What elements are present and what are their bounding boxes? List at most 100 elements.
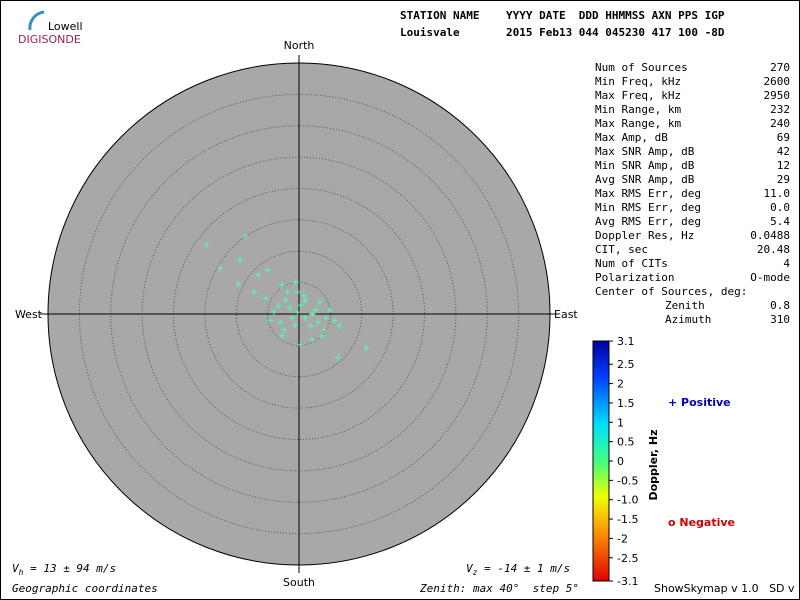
vz-symbol: V (466, 562, 474, 575)
source-point (292, 322, 299, 329)
colorbar-tick-label: -1.0 (617, 494, 638, 507)
source-point (331, 317, 338, 324)
stat-label: Doppler Res, Hz (595, 229, 694, 242)
stat-label: Max RMS Err, deg (595, 187, 701, 200)
logo-arc (28, 10, 45, 31)
source-point (312, 307, 319, 314)
stat-value: 310 (770, 313, 790, 326)
source-point (267, 317, 274, 324)
stat-value: 0.8 (770, 299, 790, 312)
source-point (319, 332, 326, 339)
source-point (363, 344, 370, 351)
footer-zenith: Zenith: max 40° step 5° (419, 582, 579, 595)
source-point (302, 314, 309, 321)
stat-value: 12 (777, 159, 790, 172)
source-point (292, 278, 299, 285)
colorbar-tick-label: 0.5 (617, 436, 635, 449)
stat-label: Min RMS Err, deg (595, 201, 701, 214)
colorbar-label: Doppler, Hz (647, 429, 660, 500)
colorbar-tick-label: 3.1 (617, 335, 635, 348)
direction-north: North (284, 39, 315, 52)
colorbar-tick-label: -0.5 (617, 474, 638, 487)
stat-label: Max Freq, kHz (595, 89, 681, 102)
stat-value: 232 (770, 103, 790, 116)
stat-label: Num of CITs (595, 257, 668, 270)
source-point (297, 341, 304, 348)
source-point (307, 322, 314, 329)
stat-value: 42 (777, 145, 790, 158)
source-point (277, 319, 284, 326)
source-point (282, 297, 289, 304)
source-point (297, 302, 304, 309)
stat-label: Min Freq, kHz (595, 75, 681, 88)
stat-label: Zenith (665, 299, 705, 312)
stat-label: Polarization (595, 271, 674, 284)
source-point (237, 257, 244, 264)
colorbar-tick-label: -2.5 (617, 552, 638, 565)
stat-value: 5.4 (770, 215, 790, 228)
source-point (242, 233, 249, 240)
stat-value: 2600 (764, 75, 791, 88)
vz-text: = -14 ± 1 m/s (477, 562, 570, 575)
direction-west: West (15, 308, 43, 321)
colorbar-tick-label: 2.5 (617, 358, 635, 371)
source-point (262, 295, 269, 302)
source-point (255, 272, 262, 279)
source-point (235, 280, 242, 287)
vh: Vh = 13 ± 94 m/s (12, 562, 116, 577)
header-line: STATION NAME YYYY DATE DDD HHMMSS AXN PP… (400, 9, 725, 22)
source-point (309, 336, 316, 343)
source-point (284, 289, 291, 296)
colorbar-tick-label: -3.1 (617, 575, 638, 588)
source-point (294, 289, 301, 296)
source-point (294, 309, 301, 316)
source-point (250, 289, 257, 296)
source-point (301, 292, 308, 299)
colorbar-tick-label: -1.5 (617, 513, 638, 526)
footer-version: ShowSkymap v 1.0 SD v 5.1 (654, 582, 800, 595)
stat-value: 69 (777, 131, 790, 144)
logo-bottom: DIGISONDE (18, 33, 81, 46)
vh-text: = 13 ± 94 m/s (23, 562, 116, 575)
colorbar-tick-label: 1.5 (617, 397, 635, 410)
stat-label: Min Range, km (595, 103, 681, 116)
stat-label: Max Amp, dB (595, 131, 668, 144)
stat-title: Center of Sources, deg: (595, 285, 747, 298)
vh-sub: h (19, 568, 24, 577)
source-point (336, 322, 343, 329)
source-point (275, 302, 282, 309)
legend-negative: o Negative (668, 516, 735, 529)
vh-symbol: V (12, 562, 20, 575)
vz: Vz = -14 ± 1 m/s (466, 562, 570, 577)
stat-value: 0.0 (770, 201, 790, 214)
stat-label: Avg SNR Amp, dB (595, 173, 695, 186)
vz-sub: z (473, 568, 478, 577)
stat-value: 2950 (764, 89, 791, 102)
colorbar-tick-label: 2 (617, 378, 624, 391)
direction-east: East (554, 308, 578, 321)
source-point (289, 314, 296, 321)
stat-value: 4 (783, 257, 790, 270)
stat-label: Min SNR Amp, dB (595, 159, 695, 172)
legend-positive: + Positive (668, 396, 731, 409)
header-line: Louisvale 2015 Feb13 044 045230 417 100 … (400, 26, 725, 39)
source-point (279, 332, 286, 339)
footer-coords: Geographic coordinates (12, 582, 158, 595)
source-point (280, 326, 287, 333)
colorbar-tick-label: 1 (617, 416, 624, 429)
stat-value: 240 (770, 117, 790, 130)
source-point (314, 319, 321, 326)
stat-value: O-mode (750, 271, 790, 284)
stat-value: 29 (777, 173, 790, 186)
stat-value: 270 (770, 61, 790, 74)
stat-label: CIT, sec (595, 243, 648, 256)
source-point (321, 326, 328, 333)
stat-value: 20.48 (757, 243, 790, 256)
stat-label: Azimuth (665, 313, 711, 326)
source-point (270, 309, 277, 316)
source-point (264, 267, 271, 274)
source-point (334, 354, 341, 361)
source-point (302, 297, 309, 304)
stat-label: Num of Sources (595, 61, 688, 74)
